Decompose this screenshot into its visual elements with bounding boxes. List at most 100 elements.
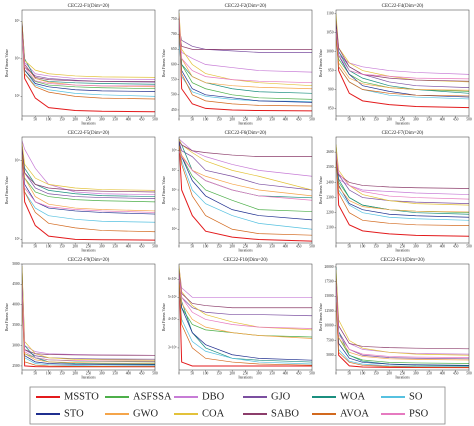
y-tick-label: 900 bbox=[328, 87, 334, 91]
series-line bbox=[22, 28, 155, 88]
x-tick-label: 200 bbox=[387, 371, 393, 375]
x-tick-label: 300 bbox=[413, 371, 419, 375]
x-tick-label: 200 bbox=[387, 244, 393, 248]
series-line bbox=[179, 34, 312, 73]
series-group bbox=[22, 266, 155, 368]
y-tick-label: 10⁴ bbox=[172, 227, 178, 231]
x-tick-label: 100 bbox=[46, 371, 52, 375]
series-line bbox=[179, 34, 312, 50]
subplot-title: CEC22-F9(Dim=20) bbox=[68, 258, 110, 263]
x-axis-label: Iterations bbox=[238, 248, 253, 252]
x-tick-label: 450 bbox=[453, 244, 459, 248]
y-axis-label: Best Fitness Value bbox=[319, 303, 323, 331]
x-tick-label: 400 bbox=[126, 117, 132, 121]
x-tick-label: 500 bbox=[466, 244, 472, 248]
x-tick-label: 350 bbox=[269, 117, 275, 121]
y-tick-label: 5×10³ bbox=[168, 295, 177, 299]
x-tick-label: 400 bbox=[126, 371, 132, 375]
series-line bbox=[336, 159, 469, 189]
series-line bbox=[179, 150, 312, 201]
series-line bbox=[179, 141, 312, 221]
x-tick-label: 450 bbox=[139, 371, 145, 375]
y-tick-label: 10⁶ bbox=[172, 188, 178, 192]
series-line bbox=[336, 287, 469, 361]
subplot: CEC22-F7(Dim=20) 0 50 100 150 200 250 300 350 400… bbox=[319, 131, 472, 252]
plot-frame bbox=[335, 263, 470, 371]
series-line bbox=[22, 276, 155, 360]
x-tick-label: 350 bbox=[426, 244, 432, 248]
x-tick-label: 300 bbox=[256, 371, 262, 375]
y-tick-label: 3×10³ bbox=[168, 346, 177, 350]
series-line bbox=[336, 144, 469, 215]
x-tick-label: 500 bbox=[466, 117, 472, 121]
x-tick-label: 150 bbox=[59, 117, 65, 121]
series-line bbox=[336, 21, 469, 109]
y-tick-label: 10³ bbox=[15, 94, 21, 98]
x-tick-label: 200 bbox=[230, 371, 236, 375]
x-tick-label: 250 bbox=[86, 371, 92, 375]
series-line bbox=[179, 138, 312, 177]
series-line bbox=[179, 25, 312, 103]
x-tick-label: 300 bbox=[256, 244, 262, 248]
series-line bbox=[336, 296, 469, 368]
x-tick-label: 100 bbox=[203, 117, 209, 121]
series-line bbox=[22, 164, 155, 213]
series-line bbox=[336, 158, 469, 226]
x-tick-label: 500 bbox=[152, 371, 158, 375]
series-line bbox=[179, 144, 312, 236]
series-line bbox=[179, 16, 312, 84]
x-tick-label: 400 bbox=[283, 371, 289, 375]
x-tick-label: 350 bbox=[426, 371, 432, 375]
y-tick-label: 20000 bbox=[325, 265, 334, 269]
series-line bbox=[336, 32, 469, 92]
x-axis-label: Iterations bbox=[81, 248, 96, 252]
x-tick-label: 250 bbox=[400, 117, 406, 121]
y-tick-label: 2600 bbox=[326, 150, 333, 154]
subplot: CEC22-F11(Dim=20) 0 50 100 150 200 250 300 350 40… bbox=[319, 258, 472, 379]
plot-frame bbox=[178, 9, 313, 117]
legend-label: MSSTO bbox=[64, 391, 99, 402]
y-tick-label: 10⁵ bbox=[172, 207, 178, 211]
x-tick-label: 450 bbox=[453, 117, 459, 121]
y-axis-label: Best Fitness Value bbox=[5, 49, 9, 77]
series-line bbox=[179, 279, 312, 339]
series-line bbox=[179, 141, 312, 191]
series-line bbox=[336, 32, 469, 97]
plot-frame bbox=[21, 9, 156, 117]
series-line bbox=[22, 154, 155, 212]
series-line bbox=[336, 269, 469, 356]
subplot: CEC22-F5(Dim=20) 0 50 100 150 200 250 300 350 400… bbox=[5, 131, 158, 252]
x-tick-label: 500 bbox=[152, 244, 158, 248]
series-line bbox=[22, 23, 155, 83]
x-tick-label: 50 bbox=[34, 244, 38, 248]
x-axis-label: Iterations bbox=[395, 248, 410, 252]
y-tick-label: 7500 bbox=[326, 338, 333, 342]
x-tick-label: 450 bbox=[139, 244, 145, 248]
x-tick-label: 150 bbox=[373, 244, 379, 248]
x-tick-label: 400 bbox=[283, 244, 289, 248]
x-tick-label: 150 bbox=[373, 117, 379, 121]
x-tick-label: 300 bbox=[99, 371, 105, 375]
legend-label: PSO bbox=[409, 408, 429, 419]
series-line bbox=[22, 146, 155, 193]
x-tick-label: 300 bbox=[99, 117, 105, 121]
series-group bbox=[179, 13, 312, 112]
series-line bbox=[22, 284, 155, 362]
x-tick-label: 0 bbox=[335, 117, 337, 121]
x-tick-label: 500 bbox=[152, 117, 158, 121]
y-tick-label: 10³ bbox=[15, 237, 21, 241]
series-line bbox=[179, 141, 312, 242]
x-axis-label: Iterations bbox=[81, 121, 96, 125]
series-line bbox=[179, 144, 312, 230]
x-tick-label: 100 bbox=[360, 244, 366, 248]
y-tick-label: 2500 bbox=[12, 364, 19, 368]
subplot-title: CEC22-F5(Dim=20) bbox=[68, 131, 110, 136]
series-group bbox=[179, 138, 312, 242]
series-line bbox=[336, 266, 469, 367]
plot-frame bbox=[21, 136, 156, 244]
x-tick-label: 450 bbox=[296, 371, 302, 375]
subplot: CEC22-F1(Dim=20) 0 50 100 150 200 250 300 350 400… bbox=[5, 4, 158, 125]
y-tick-label: 10000 bbox=[325, 324, 334, 328]
y-tick-label: 10⁷ bbox=[172, 168, 178, 172]
x-tick-label: 450 bbox=[296, 244, 302, 248]
